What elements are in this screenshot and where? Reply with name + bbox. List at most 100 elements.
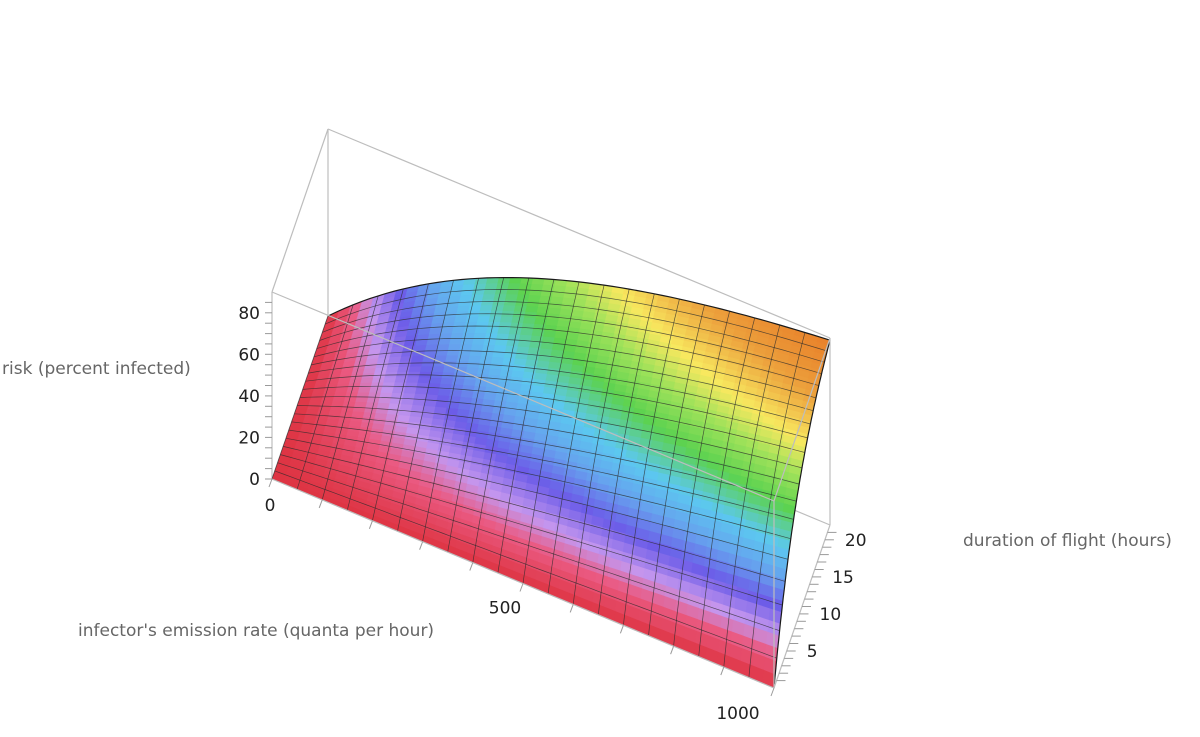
surface-cell xyxy=(371,376,386,383)
surface-cell xyxy=(427,333,442,340)
box-edge xyxy=(271,291,775,502)
surface-cell xyxy=(488,368,502,376)
mesh-line-duration xyxy=(305,374,808,439)
mesh-line-duration xyxy=(280,454,783,606)
surface-cell xyxy=(507,333,521,341)
surface-cell xyxy=(440,327,454,334)
surface-cell xyxy=(440,377,454,385)
surface-cell xyxy=(294,408,309,414)
surface-cell xyxy=(496,282,510,289)
surface-cell xyxy=(354,401,368,408)
surface-cell xyxy=(505,293,519,301)
surface-cell xyxy=(431,365,445,373)
mesh-line-duration xyxy=(322,301,825,363)
axis-ticks: 0 500 1000 510 15 20 0 20 40 60 80 xyxy=(238,301,867,724)
surface-cell xyxy=(459,343,473,351)
surface-cell xyxy=(515,299,529,307)
surface-cell xyxy=(396,371,410,378)
surface-cell xyxy=(525,305,539,313)
surface-cell xyxy=(376,402,391,409)
surface-cell xyxy=(385,366,400,373)
surface-cell xyxy=(406,376,420,383)
surface-cell xyxy=(530,283,544,291)
surface-cell xyxy=(402,392,416,400)
surface-cell xyxy=(383,376,397,383)
surface-cell xyxy=(463,378,477,386)
surface-cell xyxy=(460,337,475,345)
surface-cell xyxy=(342,400,357,407)
surface-cell xyxy=(407,371,421,378)
surface-cell xyxy=(418,371,433,378)
surface-cell xyxy=(491,356,505,364)
surface-cell xyxy=(508,327,523,335)
surface-cell xyxy=(505,345,519,353)
surface-cell xyxy=(413,344,428,351)
surface-cell xyxy=(500,315,514,323)
surface-cell xyxy=(496,332,510,340)
surface-cell xyxy=(470,293,485,301)
mesh-line-duration xyxy=(313,337,817,399)
x-tick-mark xyxy=(720,666,725,676)
surface-cell xyxy=(513,304,528,312)
surface-cell xyxy=(332,396,346,402)
surface-cell xyxy=(491,304,505,311)
y-axis-label: duration of flight (hours) xyxy=(963,531,1172,551)
surface-cell xyxy=(511,316,525,324)
x-tick-mark xyxy=(569,604,574,613)
y-tick-label: 5 xyxy=(807,642,818,662)
surface-cell xyxy=(368,391,382,398)
surface-cell xyxy=(345,391,359,398)
surface-cell xyxy=(355,396,369,403)
surface-cell xyxy=(397,365,411,373)
surface-cell xyxy=(373,371,387,378)
mesh-line-duration xyxy=(274,470,777,659)
mesh-line-duration xyxy=(299,396,803,469)
surface-cell xyxy=(527,294,542,302)
surface-cell xyxy=(331,400,345,407)
surface-cell xyxy=(449,389,463,397)
surface-cell xyxy=(409,360,424,367)
surface-cell xyxy=(428,376,443,384)
mesh-line-duration xyxy=(277,462,780,632)
surface-cell xyxy=(333,391,348,398)
surface-cell xyxy=(477,315,491,322)
surface-cell xyxy=(442,316,457,323)
surface-cell xyxy=(477,367,491,375)
surface-cell xyxy=(417,376,431,384)
surface-cell xyxy=(478,310,492,317)
surface-cell xyxy=(420,365,434,373)
box-edge xyxy=(773,337,831,502)
x-tick-label: 500 xyxy=(489,599,521,619)
mesh-line-duration xyxy=(291,421,794,520)
surface-cell xyxy=(335,387,349,393)
surface-cell xyxy=(436,343,450,351)
surface-cell xyxy=(473,282,487,290)
x-tick-label: 1000 xyxy=(716,704,759,724)
surface-cell xyxy=(365,401,379,408)
surface-cell xyxy=(322,392,336,398)
surface-cell xyxy=(426,338,440,345)
z-tick-label: 60 xyxy=(238,345,260,365)
surface-cell xyxy=(437,338,452,345)
surface-cell xyxy=(451,326,466,334)
surface-cell xyxy=(465,366,480,374)
surface-cell xyxy=(369,386,383,393)
surface-cell xyxy=(437,388,452,397)
x-tick-mark xyxy=(419,541,424,550)
surface-cell xyxy=(468,355,482,363)
surface-cell xyxy=(516,345,530,354)
surface-cell xyxy=(392,387,406,394)
surface-cell xyxy=(360,377,374,383)
surface-cell xyxy=(492,299,506,306)
x-tick-mark xyxy=(670,646,675,655)
surface-cell xyxy=(411,354,425,362)
surface-cell xyxy=(484,332,499,340)
surface-cell xyxy=(321,396,335,402)
surface-cell xyxy=(401,398,415,405)
z-tick-label: 40 xyxy=(238,387,260,407)
surface-cell xyxy=(479,304,494,311)
surface-cell xyxy=(497,277,511,284)
surface-cell xyxy=(421,360,435,367)
y-tick-label: 15 xyxy=(832,568,854,588)
